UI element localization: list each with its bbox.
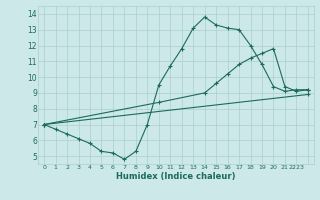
X-axis label: Humidex (Indice chaleur): Humidex (Indice chaleur) xyxy=(116,172,236,181)
